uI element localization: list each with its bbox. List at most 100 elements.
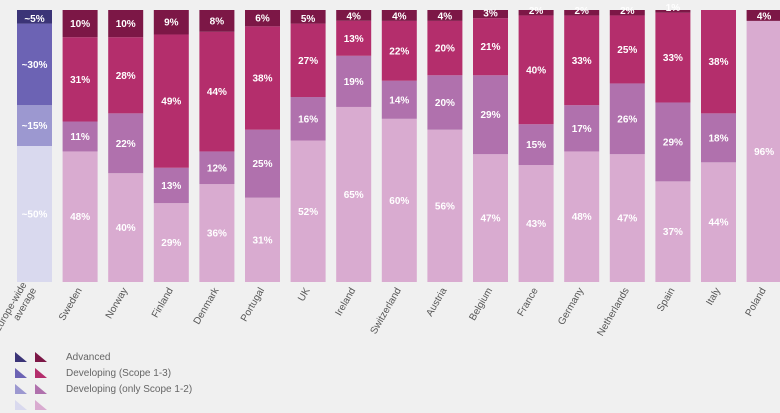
category-label: France xyxy=(516,286,541,319)
bar-segment xyxy=(108,113,144,174)
legend-swatch-icon xyxy=(15,400,27,410)
data-label: ~30% xyxy=(22,60,48,71)
data-label: 8% xyxy=(210,16,225,27)
bar-segment xyxy=(701,113,736,163)
legend-swatches xyxy=(14,351,54,363)
data-label: 47% xyxy=(480,214,500,225)
category-label: Netherlands xyxy=(595,286,631,338)
bar-segment xyxy=(609,154,645,282)
data-label: 17% xyxy=(572,124,592,135)
bar-segment xyxy=(199,184,235,282)
stacked-bar-chart: ~50% ~15% ~30% ~5% Europe-wideaverage 48% 11% 3… xyxy=(0,3,780,338)
bar-segment xyxy=(17,23,52,106)
data-label: 6% xyxy=(255,14,270,25)
category-label: Finland xyxy=(150,286,176,320)
legend-item-developing-scope-1-2: Developing (only Scope 1-2) xyxy=(14,381,192,397)
legend-swatches xyxy=(14,383,54,395)
data-label: 48% xyxy=(70,212,90,223)
data-label: 4% xyxy=(346,11,361,22)
category-label: Italy xyxy=(704,286,723,307)
legend-swatches xyxy=(14,367,54,379)
bar-segment xyxy=(473,75,508,155)
category-label: Norway xyxy=(104,286,130,321)
legend-swatch-icon xyxy=(15,368,27,378)
bar-segment xyxy=(518,124,554,166)
bar-segment xyxy=(746,20,780,282)
data-label: 38% xyxy=(252,74,272,85)
data-label: 60% xyxy=(389,196,409,207)
data-label: 13% xyxy=(344,34,364,45)
data-label: 33% xyxy=(663,53,683,64)
data-label: 3% xyxy=(483,9,498,20)
bar-segment xyxy=(564,105,600,152)
bar-segment xyxy=(381,20,417,81)
bar-segment xyxy=(199,31,235,152)
legend-swatch-icon xyxy=(35,368,47,378)
category-label: Denmark xyxy=(192,285,222,326)
legend-item-basic xyxy=(14,397,192,413)
bar-segment xyxy=(199,151,235,185)
bar-segment xyxy=(473,10,508,19)
data-label: 47% xyxy=(617,214,637,225)
legend-triangle xyxy=(15,352,27,362)
data-label: 44% xyxy=(207,87,227,98)
data-label: 38% xyxy=(708,57,728,68)
bar-segment xyxy=(108,37,144,114)
bar-segment xyxy=(17,146,52,282)
bar-segment xyxy=(609,83,645,155)
legend-swatches xyxy=(14,399,54,411)
bar-segment xyxy=(290,140,326,282)
legend-triangle xyxy=(35,384,47,394)
data-label: 21% xyxy=(480,42,500,53)
bar-segment xyxy=(655,12,691,103)
bar-segment xyxy=(153,34,189,168)
data-label: ~15% xyxy=(22,121,48,132)
bar-segment xyxy=(62,151,98,282)
bar-segment xyxy=(381,80,417,119)
data-label: 22% xyxy=(116,139,136,150)
data-label: 1% xyxy=(666,3,681,14)
data-label: 2% xyxy=(620,6,635,17)
data-label: 18% xyxy=(708,133,728,144)
data-label: 19% xyxy=(344,77,364,88)
data-label: 4% xyxy=(757,11,772,22)
data-label: 27% xyxy=(298,56,318,67)
legend-triangle xyxy=(15,384,27,394)
data-label: 40% xyxy=(526,65,546,76)
bar-segment xyxy=(290,23,326,98)
data-label: 10% xyxy=(116,19,136,30)
data-label: 5% xyxy=(301,14,316,25)
data-label: 40% xyxy=(116,223,136,234)
bar-segment xyxy=(655,102,691,182)
bar-segment xyxy=(564,10,600,16)
data-label: 25% xyxy=(252,159,272,170)
data-label: 96% xyxy=(754,147,774,158)
bar-segment xyxy=(564,15,600,106)
category-label: UK xyxy=(296,286,313,304)
bar-segment xyxy=(245,26,280,130)
data-label: 16% xyxy=(298,114,318,125)
bar-segment xyxy=(199,10,235,32)
data-label: 48% xyxy=(572,212,592,223)
category-label: Belgium xyxy=(468,286,496,323)
bar-segment xyxy=(290,10,326,24)
bar-segment xyxy=(427,129,463,282)
category-label: Poland xyxy=(744,286,769,318)
data-label: 14% xyxy=(389,95,409,106)
data-label: 29% xyxy=(663,137,683,148)
legend-item-developing-scope-1-3: Developing (Scope 1-3) xyxy=(14,365,192,381)
data-label: 20% xyxy=(435,98,455,109)
legend-swatch-icon xyxy=(35,352,47,362)
bar-segment xyxy=(427,10,463,21)
bar-segment xyxy=(290,97,326,141)
category-label: Germany xyxy=(556,286,586,327)
category-label: Switzerland xyxy=(369,286,404,336)
category-label: Austria xyxy=(424,286,449,319)
legend-triangle xyxy=(15,400,27,410)
legend-triangle xyxy=(35,352,47,362)
legend-triangle xyxy=(15,368,27,378)
data-label: 2% xyxy=(574,6,589,17)
data-label: ~50% xyxy=(22,210,48,221)
data-label: 29% xyxy=(161,238,181,249)
category-label: Spain xyxy=(655,286,677,314)
